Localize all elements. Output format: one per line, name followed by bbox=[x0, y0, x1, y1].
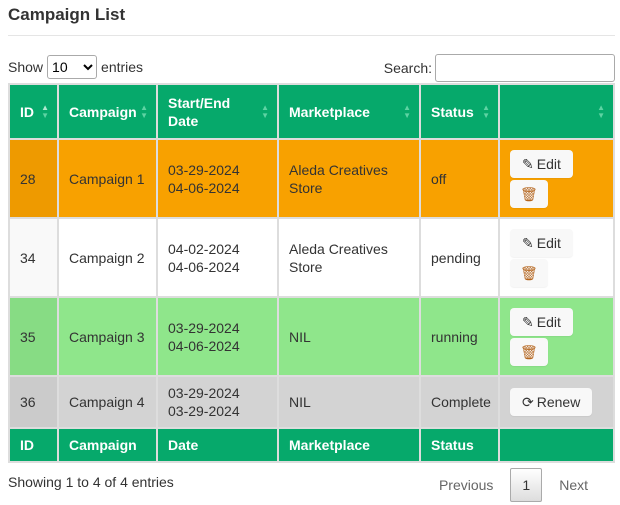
table-info: Showing 1 to 4 of 4 entries bbox=[8, 474, 174, 490]
campaign-table: ID ▲ ▼ Campaign ▲ ▼ Start/End Date ▲ ▼ Marketplac… bbox=[8, 83, 615, 463]
previous-button[interactable]: Previous bbox=[438, 477, 494, 493]
column-header-date[interactable]: Start/End Date ▲ ▼ bbox=[156, 83, 279, 140]
start-date: 03-29-2024 bbox=[168, 319, 240, 336]
end-date: 04-06-2024 bbox=[168, 179, 240, 196]
trash-icon: 🗑 bbox=[520, 343, 538, 360]
footer-label: Campaign bbox=[69, 437, 137, 453]
cell-date: 03-29-2024 04-06-2024 bbox=[156, 138, 279, 219]
footer-label: Status bbox=[431, 437, 474, 453]
cell-actions: ✎ Edit 🗑 bbox=[498, 296, 615, 377]
cell-marketplace: NIL bbox=[277, 296, 421, 377]
cell-actions: ⟳ Renew bbox=[498, 375, 615, 429]
cell-date: 04-02-2024 04-06-2024 bbox=[156, 217, 279, 298]
footer-label: ID bbox=[20, 437, 34, 453]
pencil-icon: ✎ bbox=[522, 313, 534, 330]
start-date: 03-29-2024 bbox=[168, 385, 240, 401]
next-button[interactable]: Next bbox=[559, 477, 588, 493]
end-date: 03-29-2024 bbox=[168, 403, 240, 419]
delete-button[interactable]: 🗑 bbox=[510, 337, 548, 366]
entries-label: entries bbox=[101, 59, 144, 75]
cell-status: Complete bbox=[419, 375, 500, 429]
cell-date: 03-29-2024 03-29-2024 bbox=[156, 375, 279, 429]
sort-icon: ▲ ▼ bbox=[482, 102, 490, 120]
cell-id: 36 bbox=[8, 375, 59, 429]
footer-label: Date bbox=[168, 437, 199, 453]
edit-label: Edit bbox=[536, 155, 561, 172]
delete-button[interactable]: 🗑 bbox=[510, 179, 548, 208]
cell-campaign: Campaign 1 bbox=[57, 138, 158, 219]
cell-marketplace: NIL bbox=[277, 375, 421, 429]
cell-status: pending bbox=[419, 217, 500, 298]
header-label: Marketplace bbox=[289, 103, 370, 120]
pencil-icon: ✎ bbox=[522, 234, 534, 251]
edit-button[interactable]: ✎ Edit bbox=[510, 149, 573, 178]
column-footer-actions bbox=[498, 427, 615, 463]
cell-campaign: Campaign 3 bbox=[57, 296, 158, 377]
column-footer-status: Status bbox=[419, 427, 500, 463]
table-row: 35 Campaign 3 03-29-2024 04-06-2024 NIL r… bbox=[8, 296, 615, 377]
header-label: Campaign bbox=[69, 103, 137, 120]
column-footer-marketplace: Marketplace bbox=[277, 427, 421, 463]
cell-actions: ✎ Edit 🗑 bbox=[498, 217, 615, 298]
sort-icon: ▲ ▼ bbox=[140, 102, 148, 120]
trash-icon: 🗑 bbox=[520, 264, 538, 281]
column-footer-campaign: Campaign bbox=[57, 427, 158, 463]
page-length-control: Show 10 entries bbox=[8, 55, 143, 79]
column-header-campaign[interactable]: Campaign ▲ ▼ bbox=[57, 83, 158, 140]
divider bbox=[8, 35, 615, 36]
start-date: 03-29-2024 bbox=[168, 161, 240, 178]
header-label: Start/End Date bbox=[168, 94, 231, 129]
cell-marketplace: Aleda Creatives Store bbox=[277, 138, 421, 219]
cell-id: 35 bbox=[8, 296, 59, 377]
delete-button[interactable]: 🗑 bbox=[510, 258, 548, 287]
cell-date: 03-29-2024 04-06-2024 bbox=[156, 296, 279, 377]
sort-icon: ▲ ▼ bbox=[403, 102, 411, 120]
search-input[interactable] bbox=[435, 54, 615, 82]
search-label: Search: bbox=[383, 60, 432, 76]
sort-icon: ▲ ▼ bbox=[261, 102, 269, 120]
column-header-marketplace[interactable]: Marketplace ▲ ▼ bbox=[277, 83, 421, 140]
cell-marketplace: Aleda Creatives Store bbox=[277, 217, 421, 298]
cell-campaign: Campaign 4 bbox=[57, 375, 158, 429]
page-length-select[interactable]: 10 bbox=[47, 55, 98, 79]
renew-button[interactable]: ⟳ Renew bbox=[510, 388, 593, 416]
cell-status: running bbox=[419, 296, 500, 377]
cell-status: off bbox=[419, 138, 500, 219]
page-title: Campaign List bbox=[8, 5, 126, 24]
pagination: Previous 1 Next bbox=[422, 468, 605, 502]
edit-button[interactable]: ✎ Edit bbox=[510, 307, 573, 336]
footer-label: Marketplace bbox=[289, 437, 370, 453]
cell-actions: ✎ Edit 🗑 bbox=[498, 138, 615, 219]
table-row: 28 Campaign 1 03-29-2024 04-06-2024 Aleda… bbox=[8, 138, 615, 219]
column-header-actions[interactable]: ▲ ▼ bbox=[498, 83, 615, 140]
header-label: Status bbox=[431, 103, 474, 120]
edit-button[interactable]: ✎ Edit bbox=[510, 228, 573, 257]
column-header-id[interactable]: ID ▲ ▼ bbox=[8, 83, 59, 140]
end-date: 04-06-2024 bbox=[168, 337, 240, 354]
renew-label: Renew bbox=[536, 394, 581, 410]
table-row: 34 Campaign 2 04-02-2024 04-06-2024 Aleda… bbox=[8, 217, 615, 298]
trash-icon: 🗑 bbox=[520, 185, 538, 202]
end-date: 04-06-2024 bbox=[168, 258, 240, 275]
cell-id: 28 bbox=[8, 138, 59, 219]
refresh-icon: ⟳ bbox=[522, 394, 534, 410]
edit-label: Edit bbox=[536, 313, 561, 330]
edit-label: Edit bbox=[536, 234, 561, 251]
cell-campaign: Campaign 2 bbox=[57, 217, 158, 298]
sort-icon: ▲ ▼ bbox=[597, 102, 605, 120]
pencil-icon: ✎ bbox=[522, 155, 534, 172]
header-label: ID bbox=[20, 103, 34, 120]
table-row: 36 Campaign 4 03-29-2024 03-29-2024 NIL C… bbox=[8, 375, 615, 429]
column-footer-date: Date bbox=[156, 427, 279, 463]
start-date: 04-02-2024 bbox=[168, 240, 240, 257]
search-control: Search: bbox=[384, 54, 615, 82]
column-header-status[interactable]: Status ▲ ▼ bbox=[419, 83, 500, 140]
sort-icon: ▲ ▼ bbox=[41, 102, 49, 120]
cell-id: 34 bbox=[8, 217, 59, 298]
column-footer-id: ID bbox=[8, 427, 59, 463]
show-label: Show bbox=[8, 59, 44, 75]
page-1-button[interactable]: 1 bbox=[510, 468, 543, 502]
